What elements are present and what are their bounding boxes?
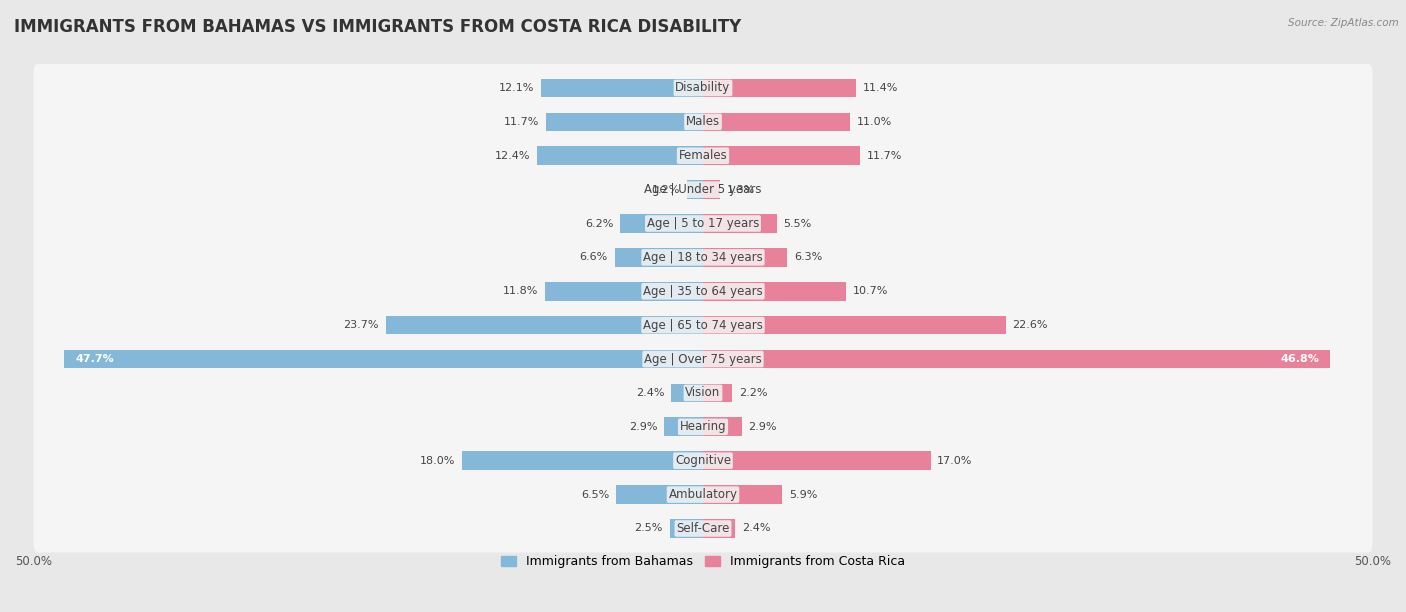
Bar <box>703 282 846 300</box>
Legend: Immigrants from Bahamas, Immigrants from Costa Rica: Immigrants from Bahamas, Immigrants from… <box>496 550 910 573</box>
Text: 2.2%: 2.2% <box>740 388 768 398</box>
FancyBboxPatch shape <box>34 132 1372 180</box>
Text: Age | 35 to 64 years: Age | 35 to 64 years <box>643 285 763 298</box>
Bar <box>703 181 720 199</box>
Bar <box>616 485 703 504</box>
Text: 2.9%: 2.9% <box>628 422 658 432</box>
Text: Age | 65 to 74 years: Age | 65 to 74 years <box>643 319 763 332</box>
Text: 6.6%: 6.6% <box>579 252 607 263</box>
FancyBboxPatch shape <box>34 403 1372 451</box>
Bar <box>614 248 703 267</box>
Text: Vision: Vision <box>685 386 721 400</box>
Text: 11.7%: 11.7% <box>505 117 540 127</box>
Text: 2.4%: 2.4% <box>636 388 664 398</box>
Bar <box>688 181 703 199</box>
Bar <box>703 417 742 436</box>
Bar <box>65 349 703 368</box>
FancyBboxPatch shape <box>34 471 1372 518</box>
Text: 2.9%: 2.9% <box>748 422 778 432</box>
Text: Ambulatory: Ambulatory <box>668 488 738 501</box>
Text: 22.6%: 22.6% <box>1012 320 1047 330</box>
Bar <box>703 79 856 97</box>
Text: 5.5%: 5.5% <box>783 218 811 228</box>
Bar <box>703 113 851 131</box>
Text: 1.3%: 1.3% <box>727 185 755 195</box>
Text: Source: ZipAtlas.com: Source: ZipAtlas.com <box>1288 18 1399 28</box>
Text: 10.7%: 10.7% <box>853 286 889 296</box>
Bar <box>703 146 859 165</box>
Text: 46.8%: 46.8% <box>1279 354 1319 364</box>
Text: 11.8%: 11.8% <box>503 286 538 296</box>
Text: 47.7%: 47.7% <box>75 354 114 364</box>
Text: 5.9%: 5.9% <box>789 490 817 499</box>
Text: 23.7%: 23.7% <box>343 320 380 330</box>
Text: Females: Females <box>679 149 727 162</box>
Text: Males: Males <box>686 115 720 129</box>
Text: Age | Over 75 years: Age | Over 75 years <box>644 353 762 365</box>
Bar <box>703 349 1330 368</box>
Bar <box>703 519 735 538</box>
Text: 2.4%: 2.4% <box>742 523 770 534</box>
Text: 17.0%: 17.0% <box>938 456 973 466</box>
Text: IMMIGRANTS FROM BAHAMAS VS IMMIGRANTS FROM COSTA RICA DISABILITY: IMMIGRANTS FROM BAHAMAS VS IMMIGRANTS FR… <box>14 18 741 36</box>
Text: Age | Under 5 years: Age | Under 5 years <box>644 183 762 196</box>
FancyBboxPatch shape <box>34 504 1372 553</box>
Bar <box>669 519 703 538</box>
Text: Age | 18 to 34 years: Age | 18 to 34 years <box>643 251 763 264</box>
FancyBboxPatch shape <box>34 369 1372 417</box>
FancyBboxPatch shape <box>34 98 1372 146</box>
FancyBboxPatch shape <box>34 267 1372 315</box>
FancyBboxPatch shape <box>34 301 1372 349</box>
FancyBboxPatch shape <box>34 335 1372 383</box>
FancyBboxPatch shape <box>34 436 1372 485</box>
Text: 6.3%: 6.3% <box>794 252 823 263</box>
Bar <box>620 214 703 233</box>
FancyBboxPatch shape <box>34 200 1372 248</box>
Text: Cognitive: Cognitive <box>675 454 731 467</box>
Bar <box>703 214 776 233</box>
Text: 12.4%: 12.4% <box>495 151 530 161</box>
Bar <box>703 485 782 504</box>
Text: 1.2%: 1.2% <box>652 185 681 195</box>
Text: 12.1%: 12.1% <box>499 83 534 93</box>
Text: 2.5%: 2.5% <box>634 523 662 534</box>
Bar <box>703 248 787 267</box>
Text: 11.4%: 11.4% <box>862 83 897 93</box>
Bar <box>546 282 703 300</box>
Text: Hearing: Hearing <box>679 420 727 433</box>
Text: 6.5%: 6.5% <box>581 490 609 499</box>
FancyBboxPatch shape <box>34 233 1372 282</box>
Bar <box>671 384 703 402</box>
Text: Disability: Disability <box>675 81 731 94</box>
Bar <box>703 384 733 402</box>
Bar <box>664 417 703 436</box>
Bar <box>541 79 703 97</box>
Text: 18.0%: 18.0% <box>420 456 456 466</box>
FancyBboxPatch shape <box>34 64 1372 112</box>
Bar <box>385 316 703 335</box>
Bar <box>547 113 703 131</box>
Bar <box>463 452 703 470</box>
Bar <box>703 452 931 470</box>
Text: 11.7%: 11.7% <box>866 151 901 161</box>
Text: Self-Care: Self-Care <box>676 522 730 535</box>
Text: 6.2%: 6.2% <box>585 218 613 228</box>
Text: 11.0%: 11.0% <box>858 117 893 127</box>
Bar <box>703 316 1005 335</box>
Bar <box>537 146 703 165</box>
Text: Age | 5 to 17 years: Age | 5 to 17 years <box>647 217 759 230</box>
FancyBboxPatch shape <box>34 166 1372 214</box>
